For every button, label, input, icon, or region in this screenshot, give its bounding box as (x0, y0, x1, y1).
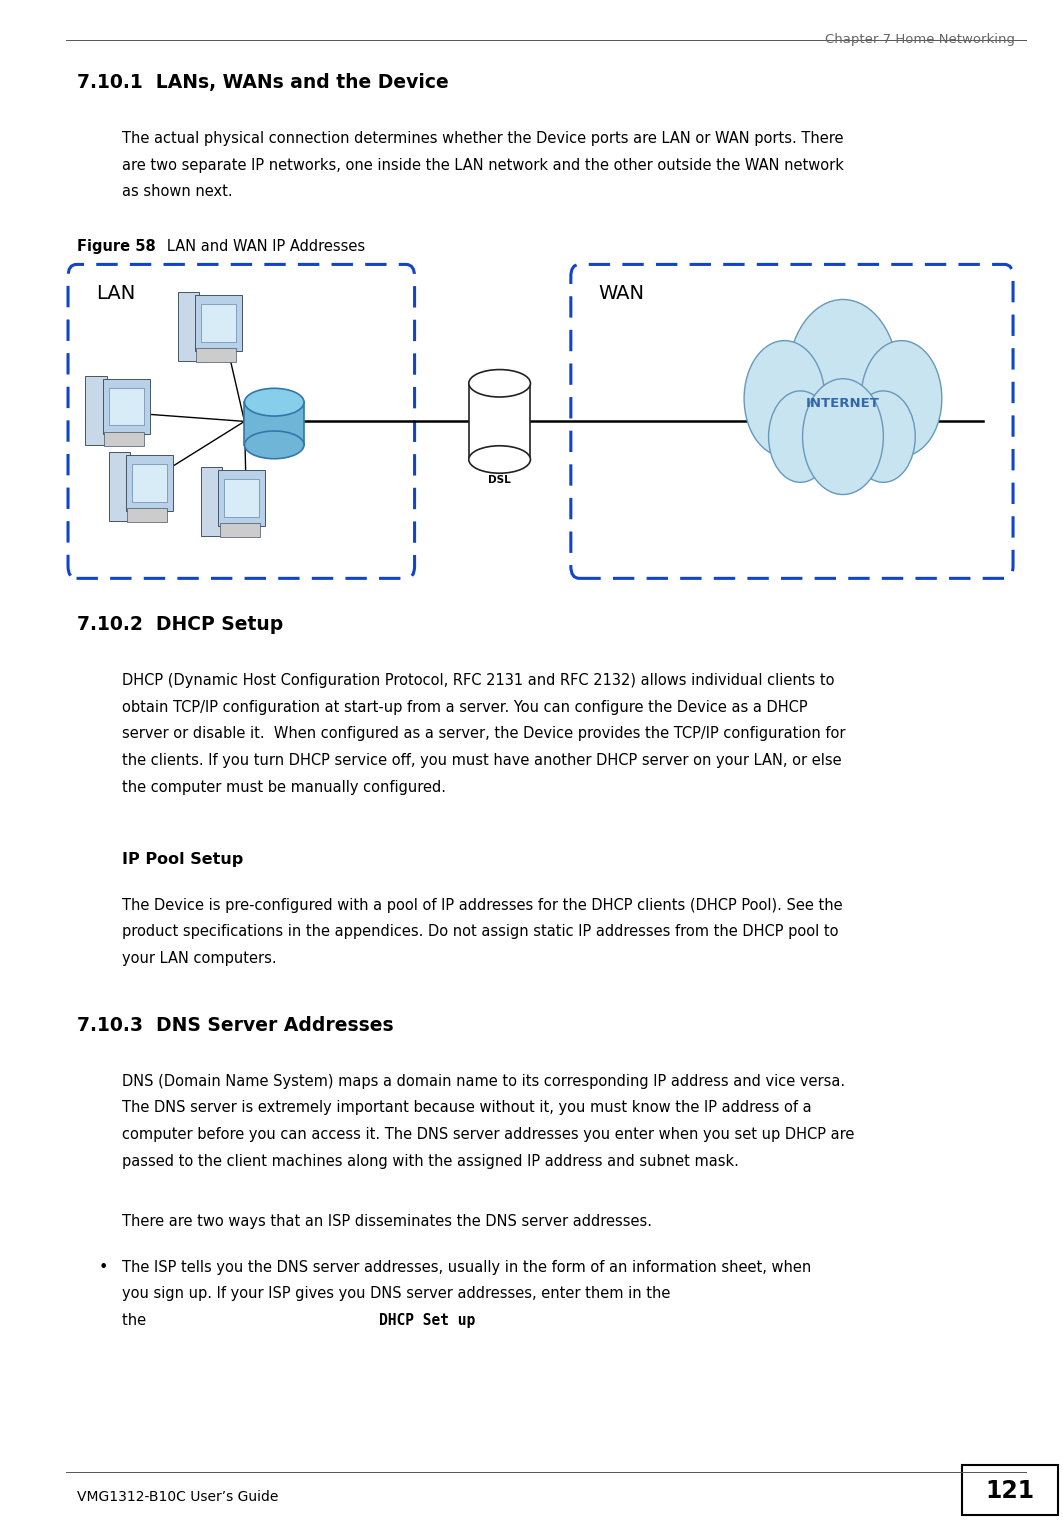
Text: 121: 121 (985, 1480, 1034, 1503)
FancyBboxPatch shape (178, 293, 199, 361)
FancyBboxPatch shape (219, 471, 265, 526)
FancyBboxPatch shape (201, 305, 236, 341)
Text: are two separate IP networks, one inside the LAN network and the other outside t: are two separate IP networks, one inside… (122, 158, 844, 172)
FancyBboxPatch shape (132, 465, 167, 501)
Text: DHCP (Dynamic Host Configuration Protocol, RFC 2131 and RFC 2132) allows individ: DHCP (Dynamic Host Configuration Protoco… (122, 674, 834, 687)
Text: DSL: DSL (488, 474, 511, 485)
Circle shape (788, 299, 898, 457)
FancyBboxPatch shape (197, 347, 236, 363)
Circle shape (851, 390, 915, 482)
Text: DHCP Set up: DHCP Set up (378, 1314, 475, 1327)
Circle shape (803, 378, 883, 494)
Text: VMG1312-B10C User’s Guide: VMG1312-B10C User’s Guide (77, 1490, 277, 1504)
FancyBboxPatch shape (126, 456, 172, 511)
Text: 7.10.2  DHCP Setup: 7.10.2 DHCP Setup (77, 614, 283, 634)
Text: There are two ways that an ISP disseminates the DNS server addresses.: There are two ways that an ISP dissemina… (122, 1215, 653, 1228)
Circle shape (861, 340, 942, 457)
FancyBboxPatch shape (224, 480, 259, 517)
Text: •: • (99, 1260, 108, 1274)
Text: the clients. If you turn DHCP service off, you must have another DHCP server on : the clients. If you turn DHCP service of… (122, 753, 842, 768)
Text: IP Pool Setup: IP Pool Setup (122, 852, 243, 867)
Ellipse shape (244, 431, 304, 459)
FancyBboxPatch shape (201, 468, 222, 536)
Text: Figure 58: Figure 58 (77, 238, 155, 253)
Text: Chapter 7 Home Networking: Chapter 7 Home Networking (825, 32, 1015, 46)
Text: The ISP tells you the DNS server addresses, usually in the form of an informatio: The ISP tells you the DNS server address… (122, 1260, 811, 1274)
FancyBboxPatch shape (962, 1465, 1058, 1515)
FancyBboxPatch shape (103, 379, 150, 434)
Text: The Device is pre-configured with a pool of IP addresses for the DHCP clients (D: The Device is pre-configured with a pool… (122, 898, 843, 913)
Text: the: the (122, 1314, 151, 1327)
Ellipse shape (244, 389, 304, 416)
Circle shape (769, 390, 832, 482)
Text: WAN: WAN (598, 283, 644, 303)
FancyBboxPatch shape (108, 389, 144, 425)
FancyBboxPatch shape (68, 265, 415, 578)
Text: LAN and WAN IP Addresses: LAN and WAN IP Addresses (153, 238, 366, 253)
Text: The actual physical connection determines whether the Device ports are LAN or WA: The actual physical connection determine… (122, 131, 844, 146)
FancyBboxPatch shape (220, 523, 259, 538)
Text: 7.10.1  LANs, WANs and the Device: 7.10.1 LANs, WANs and the Device (77, 73, 449, 91)
Text: LAN: LAN (96, 283, 135, 303)
FancyBboxPatch shape (244, 402, 304, 445)
Text: The DNS server is extremely important because without it, you must know the IP a: The DNS server is extremely important be… (122, 1100, 812, 1116)
Text: obtain TCP/IP configuration at start-up from a server. You can configure the Dev: obtain TCP/IP configuration at start-up … (122, 700, 808, 715)
Text: the computer must be manually configured.: the computer must be manually configured… (122, 779, 446, 794)
Text: INTERNET: INTERNET (806, 396, 880, 410)
FancyBboxPatch shape (128, 507, 167, 523)
Circle shape (744, 340, 825, 457)
Text: as shown next.: as shown next. (122, 184, 233, 200)
Text: product specifications in the appendices. Do not assign static IP addresses from: product specifications in the appendices… (122, 924, 839, 939)
FancyBboxPatch shape (571, 265, 1013, 578)
Ellipse shape (469, 445, 530, 472)
FancyBboxPatch shape (104, 431, 145, 447)
Text: you sign up. If your ISP gives you DNS server addresses, enter them in the: you sign up. If your ISP gives you DNS s… (122, 1286, 675, 1301)
Text: passed to the client machines along with the assigned IP address and subnet mask: passed to the client machines along with… (122, 1154, 739, 1169)
Text: server or disable it.  When configured as a server, the Device provides the TCP/: server or disable it. When configured as… (122, 725, 846, 741)
Ellipse shape (469, 369, 530, 396)
FancyBboxPatch shape (108, 453, 130, 521)
Text: DNS (Domain Name System) maps a domain name to its corresponding IP address and : DNS (Domain Name System) maps a domain n… (122, 1073, 845, 1088)
FancyBboxPatch shape (196, 296, 241, 351)
Text: 7.10.3  DNS Server Addresses: 7.10.3 DNS Server Addresses (77, 1017, 393, 1035)
Text: your LAN computers.: your LAN computers. (122, 951, 276, 966)
FancyBboxPatch shape (85, 376, 106, 445)
Text: computer before you can access it. The DNS server addresses you enter when you s: computer before you can access it. The D… (122, 1128, 855, 1141)
FancyBboxPatch shape (469, 383, 530, 459)
